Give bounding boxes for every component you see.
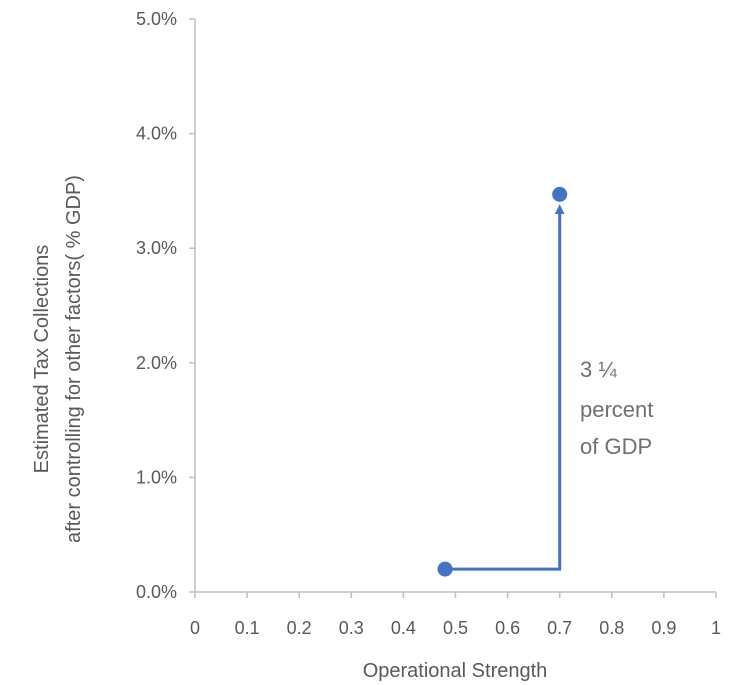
x-tick-label: 0.6 (495, 618, 520, 638)
x-tick-label: 0.7 (547, 618, 572, 638)
annotation-group: 3 ¼ percent of GDP (580, 357, 653, 459)
arrow-connector (445, 204, 565, 571)
x-tick-label: 0.1 (235, 618, 260, 638)
y-tick-label: 5.0% (136, 9, 177, 29)
y-axis-title-line-2: after controlling for other factors( % G… (63, 175, 85, 543)
x-tick-label: 0.5 (443, 618, 468, 638)
x-tick-label: 0.8 (599, 618, 624, 638)
data-point (437, 561, 453, 577)
axes-group (194, 19, 716, 593)
ticks-group: 0.0% 1.0% 2.0% 3.0% 4.0% 5.0% 0 0.1 0.2 0.3 0.4 0.5… (136, 9, 721, 638)
y-axis-title-group: Estimated Tax Collections after controll… (31, 175, 85, 543)
x-axis-title: Operational Strength (363, 660, 548, 682)
y-tick-label: 2.0% (136, 353, 177, 373)
marks-group (437, 186, 568, 577)
x-tick-label: 0.3 (339, 618, 364, 638)
x-tick-label: 0 (190, 618, 200, 638)
annotation-line-2: percent (580, 397, 653, 422)
y-tick-label: 3.0% (136, 238, 177, 258)
x-tick-label: 0.2 (287, 618, 312, 638)
annotation-line-1: 3 ¼ (580, 357, 617, 382)
x-tick-label: 1 (711, 618, 721, 638)
x-tick-label: 0.4 (391, 618, 416, 638)
y-axis-title-line-1: Estimated Tax Collections (31, 245, 53, 474)
annotation-line-3: of GDP (580, 434, 652, 459)
x-tick-label: 0.9 (651, 618, 676, 638)
data-point (552, 186, 568, 202)
y-tick-label: 1.0% (136, 467, 177, 487)
y-tick-label: 4.0% (136, 124, 177, 144)
y-tick-label: 0.0% (136, 582, 177, 602)
